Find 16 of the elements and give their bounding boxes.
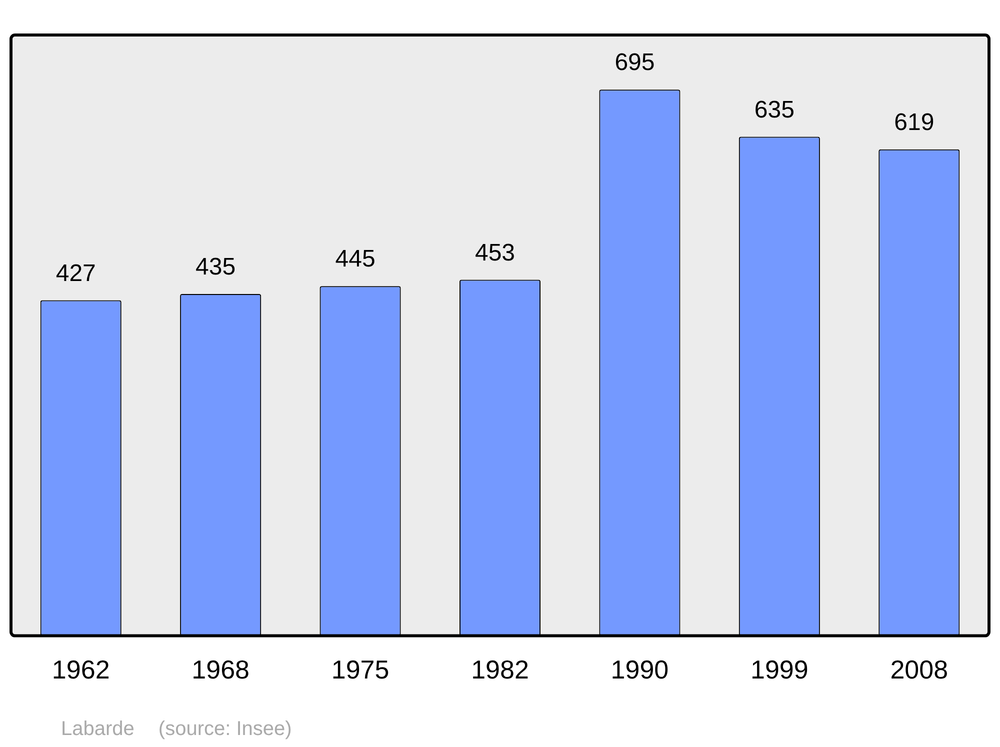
data-label: 445 bbox=[335, 246, 376, 273]
x-tick-label: 1990 bbox=[610, 654, 669, 685]
x-tick-label: 2008 bbox=[890, 654, 948, 685]
data-label: 453 bbox=[474, 239, 516, 266]
data-label: 695 bbox=[614, 49, 655, 76]
x-tick-label: 1975 bbox=[331, 654, 390, 685]
x-tick-label: 1968 bbox=[192, 654, 250, 685]
data-label: 435 bbox=[196, 254, 236, 281]
text: (source: Insee) bbox=[158, 718, 292, 740]
data-label: 427 bbox=[56, 260, 96, 287]
x-tick-label: 1962 bbox=[52, 654, 110, 685]
data-label: 635 bbox=[754, 96, 794, 124]
data-label: 619 bbox=[894, 108, 934, 136]
text: Labarde bbox=[61, 718, 134, 740]
x-tick-label: 1999 bbox=[750, 654, 808, 685]
x-tick-label: 1982 bbox=[471, 654, 529, 685]
